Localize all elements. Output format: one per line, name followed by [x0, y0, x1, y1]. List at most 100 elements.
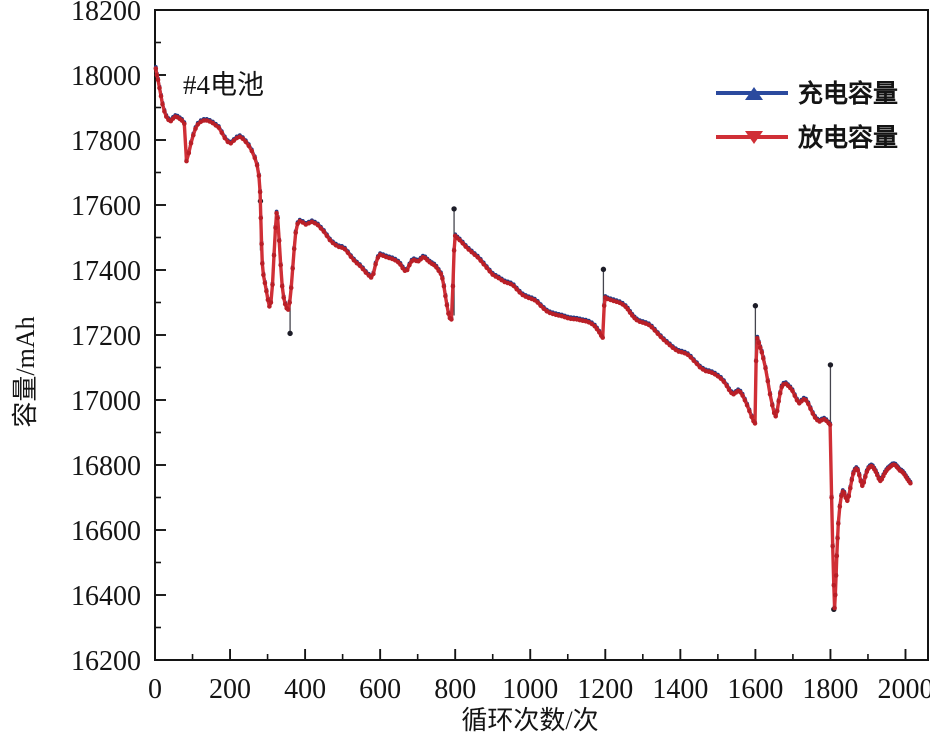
discharge-point-marker [186, 150, 192, 156]
annotation-battery-id: #4电池 [183, 70, 264, 100]
discharge-point-marker [158, 93, 164, 99]
discharge-point-marker [246, 143, 252, 149]
discharge-point-marker [228, 141, 234, 146]
discharge-point-marker [649, 324, 655, 330]
discharge-point-marker [759, 349, 765, 355]
discharge-point-marker [763, 365, 768, 371]
discharge-point-marker [861, 480, 867, 485]
discharge-point-marker [273, 225, 278, 231]
discharge-point-marker [282, 301, 288, 307]
discharge-point-marker [262, 280, 268, 286]
discharge-point-marker [753, 358, 759, 364]
x-tick-label: 2000 [877, 674, 930, 705]
discharge-point-marker [535, 300, 540, 305]
legend-discharge-triangle-down-icon [745, 131, 763, 144]
discharge-point-marker [398, 262, 403, 267]
discharge-point-marker [157, 85, 162, 91]
discharge-point-marker [827, 422, 833, 428]
y-tick-label: 18000 [71, 61, 141, 92]
discharge-point-marker [441, 284, 447, 289]
discharge-point-marker [360, 266, 366, 272]
discharge-point-marker [231, 138, 237, 143]
discharge-point-marker [664, 340, 670, 345]
discharge-point-marker [790, 388, 795, 394]
x-tick-label: 1600 [727, 674, 783, 705]
discharge-point-marker [770, 402, 775, 408]
discharge-point-marker [268, 300, 274, 305]
x-tick-label: 0 [148, 674, 162, 705]
discharge-point-marker [276, 238, 282, 244]
x-tick-label: 200 [209, 674, 251, 705]
discharge-point-marker [761, 356, 766, 361]
discharge-point-marker [342, 246, 348, 252]
discharge-point-marker [154, 72, 160, 78]
discharge-point-marker [908, 480, 913, 486]
discharge-point-marker [749, 414, 754, 420]
discharge-point-marker [832, 605, 837, 611]
discharge-point-marker [773, 414, 778, 419]
discharge-point-marker [274, 210, 279, 216]
discharge-point-marker [249, 148, 255, 154]
discharge-point-marker [830, 544, 835, 549]
discharge-point-marker [738, 389, 743, 395]
discharge-point-marker [371, 271, 376, 277]
discharge-point-marker [466, 247, 472, 252]
discharge-point-marker [652, 328, 658, 333]
capacity-spike-marker [287, 330, 293, 337]
discharge-point-marker [368, 275, 374, 280]
discharge-point-marker [321, 229, 327, 234]
discharge-point-marker [291, 246, 297, 252]
discharge-point-marker [836, 521, 841, 526]
discharge-point-marker [694, 361, 700, 367]
y-tick-label: 17600 [71, 191, 141, 222]
discharge-point-marker [270, 282, 275, 287]
discharge-point-marker [457, 237, 463, 243]
discharge-point-marker [407, 262, 412, 268]
discharge-point-marker [776, 399, 781, 404]
discharge-point-marker [288, 285, 294, 291]
discharge-point-marker [279, 284, 285, 289]
discharge-point-marker [744, 402, 750, 408]
discharge-point-marker [278, 262, 284, 268]
discharge-point-marker [625, 307, 631, 312]
discharge-point-marker [658, 334, 664, 340]
discharge-point-marker [438, 271, 444, 277]
legend-charge-label: 充电容量 [798, 79, 898, 108]
discharge-point-marker [275, 215, 281, 221]
y-tick-label: 16400 [71, 581, 141, 612]
discharge-point-marker [285, 307, 291, 312]
discharge-point-marker [357, 263, 363, 269]
discharge-point-marker [271, 253, 277, 258]
discharge-point-marker [541, 306, 547, 312]
discharge-point-marker [848, 485, 853, 491]
discharge-point-marker [837, 504, 843, 509]
discharge-point-marker [436, 268, 442, 274]
discharge-point-marker [808, 406, 813, 412]
discharge-point-marker [758, 345, 763, 351]
discharge-point-marker [443, 293, 448, 299]
discharge-point-marker [742, 398, 748, 403]
discharge-point-marker [261, 272, 266, 278]
discharge-point-marker [463, 244, 469, 249]
x-tick-label: 600 [359, 674, 401, 705]
discharge-point-marker [450, 284, 456, 289]
y-tick-label: 17800 [71, 126, 141, 157]
discharge-point-marker [259, 241, 264, 247]
discharge-point-marker [260, 261, 265, 266]
discharge-point-marker [195, 122, 201, 127]
y-tick-label: 16600 [71, 516, 141, 547]
legend-discharge-label: 放电容量 [797, 123, 898, 152]
discharge-point-marker [661, 337, 667, 343]
capacity-spike-marker [451, 206, 457, 212]
discharge-point-marker [829, 495, 834, 500]
discharge-point-marker [318, 226, 324, 231]
discharge-point-marker [484, 265, 490, 271]
discharge-point-marker [855, 467, 861, 473]
discharge-point-marker [164, 114, 169, 119]
discharge-point-marker [264, 288, 269, 294]
discharge-point-marker [806, 401, 811, 407]
discharge-point-marker [756, 340, 762, 346]
discharge-point-marker [875, 472, 880, 478]
